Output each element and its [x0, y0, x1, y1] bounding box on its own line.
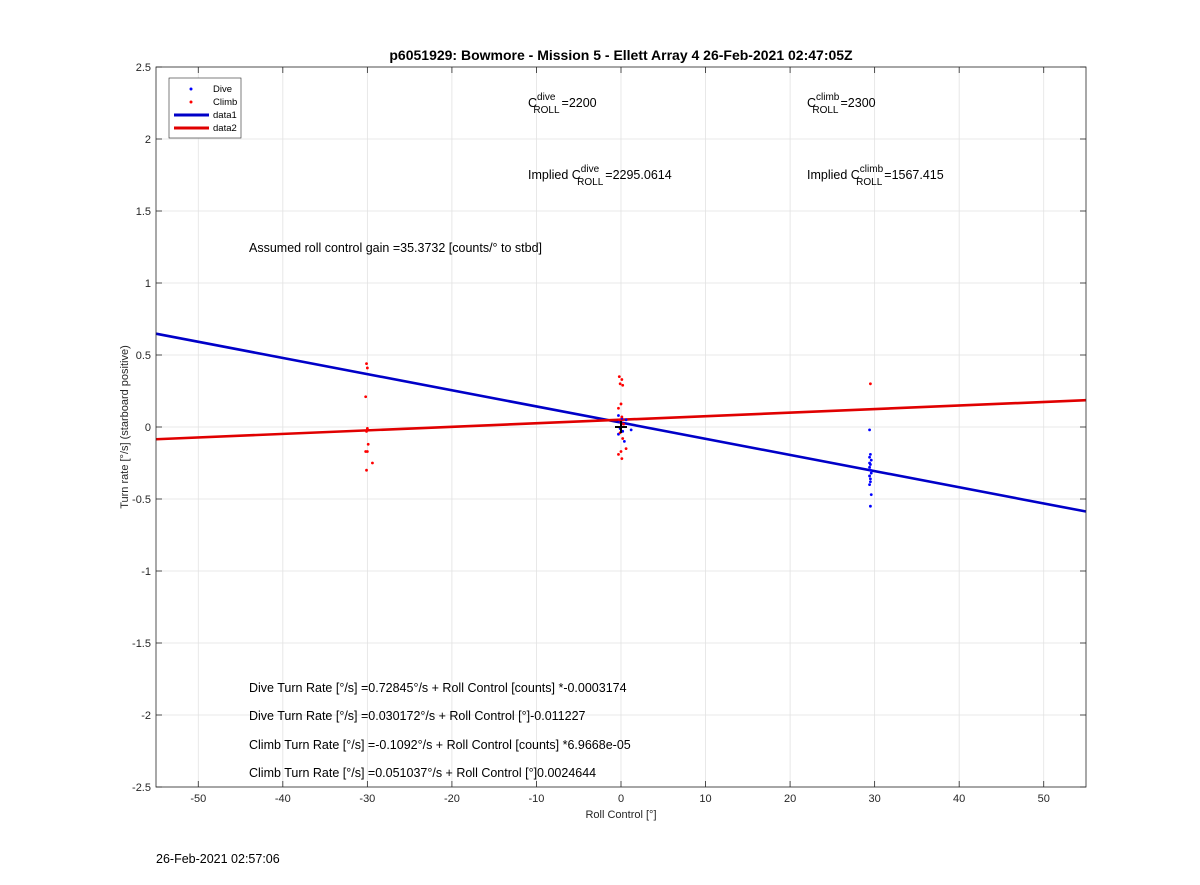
dive-point [868, 483, 871, 486]
origin-marker [615, 421, 627, 433]
dive-point [622, 440, 626, 443]
y-tick-label: -1.5 [132, 638, 151, 650]
data2-fit-line [155, 398, 1087, 441]
x-tick-label: 20 [784, 793, 796, 805]
climb-point [620, 457, 624, 461]
dive-point [617, 414, 620, 417]
dive-point [629, 428, 633, 432]
climb-point [366, 442, 370, 446]
dive-point [868, 461, 871, 465]
climb-point [621, 437, 625, 440]
x-tick-label: -40 [275, 793, 291, 805]
legend: Dive Climb data1 data2 [168, 77, 242, 139]
dive-point [869, 458, 873, 462]
climb-point [365, 429, 368, 433]
climb-point [364, 395, 368, 399]
axis-ticks: -50 -40 -30 -20 -10 0 10 20 30 40 50-2.5-2-1.5-1-0… [132, 62, 1086, 805]
climb-degrees-equation: Climb Turn Rate [°/s] =0.051037°/s + Rol… [249, 766, 596, 780]
c-roll-dive-annotation: Cdive ROLL=2200 [528, 92, 597, 116]
y-tick-label: -1 [141, 566, 151, 578]
y-tick-label: 1 [145, 278, 151, 290]
x-tick-label: -10 [529, 793, 545, 805]
legend-label-data1: data1 [213, 110, 237, 121]
y-tick-label: 2.5 [136, 62, 151, 74]
climb-point [622, 422, 625, 426]
climb-point [620, 415, 624, 419]
climb-point [617, 406, 620, 410]
climb-point [617, 375, 621, 378]
climb-counts-equation: Climb Turn Rate [°/s] =-0.1092°/s + Roll… [249, 738, 631, 752]
dive-point [869, 477, 872, 481]
dive-point [868, 474, 871, 478]
climb-point [619, 450, 623, 453]
x-tick-label: 40 [953, 793, 965, 805]
y-tick-label: 0 [145, 422, 151, 434]
y-tick-label: 1.5 [136, 206, 151, 218]
x-axis-label: Roll Control [°] [585, 809, 656, 821]
y-tick-label: 2 [145, 134, 151, 146]
legend-label-data2: data2 [213, 123, 237, 134]
climb-point [365, 362, 368, 366]
dive-point [868, 428, 871, 432]
climb-point [365, 366, 369, 370]
climb-point [869, 382, 872, 386]
x-tick-label: 30 [869, 793, 881, 805]
legend-label-dive: Dive [213, 84, 232, 95]
climb-point [618, 382, 622, 386]
climb-point [619, 402, 623, 406]
x-tick-label: 10 [699, 793, 711, 805]
y-tick-label: -2 [141, 710, 151, 722]
implied-c-roll-dive-annotation: Implied Cdive ROLL=2295.0614 [528, 164, 672, 188]
dive-point [868, 455, 871, 459]
c-roll-climb-annotation: Cclimb ROLL=2300 [807, 92, 876, 116]
climb-point [364, 450, 368, 453]
dive-point [869, 471, 873, 475]
y-tick-label: 0.5 [136, 350, 151, 362]
dive-counts-equation: Dive Turn Rate [°/s] =0.72845°/s + Roll … [249, 681, 627, 695]
dive-point [869, 480, 872, 484]
dive-point [624, 418, 628, 422]
climb-point [617, 452, 620, 456]
x-tick-label: -30 [359, 793, 375, 805]
dive-point [869, 468, 872, 472]
climb-point [617, 418, 621, 422]
climb-point [365, 427, 369, 430]
legend-marker-dive [189, 87, 193, 91]
x-tick-label: -50 [190, 793, 206, 805]
dive-point [869, 452, 872, 456]
dive-point [869, 504, 872, 508]
climb-point [365, 468, 368, 472]
dive-point [868, 465, 871, 469]
legend-marker-climb [189, 100, 193, 104]
dive-point [869, 493, 873, 497]
climb-point [620, 378, 624, 381]
legend-label-climb: Climb [213, 97, 237, 108]
chart-title: p6051929: Bowmore - Mission 5 - Ellett A… [389, 47, 853, 63]
roll-gain-annotation: Assumed roll control gain =35.3732 [coun… [249, 241, 542, 255]
x-tick-label: 0 [618, 793, 624, 805]
dive-degrees-equation: Dive Turn Rate [°/s] =0.030172°/s + Roll… [249, 709, 586, 723]
climb-point [621, 383, 625, 387]
footer-timestamp: 26-Feb-2021 02:57:06 [156, 852, 280, 866]
x-tick-label: 50 [1038, 793, 1050, 805]
climb-point [624, 447, 628, 450]
y-tick-label: -0.5 [132, 494, 151, 506]
y-tick-label: -2.5 [132, 782, 151, 794]
x-tick-label: -20 [444, 793, 460, 805]
y-axis-label: Turn rate [°/s] (starboard positive) [119, 345, 131, 509]
implied-c-roll-climb-annotation: Implied Cclimb ROLL=1567.415 [807, 164, 944, 188]
climb-point [371, 461, 374, 465]
